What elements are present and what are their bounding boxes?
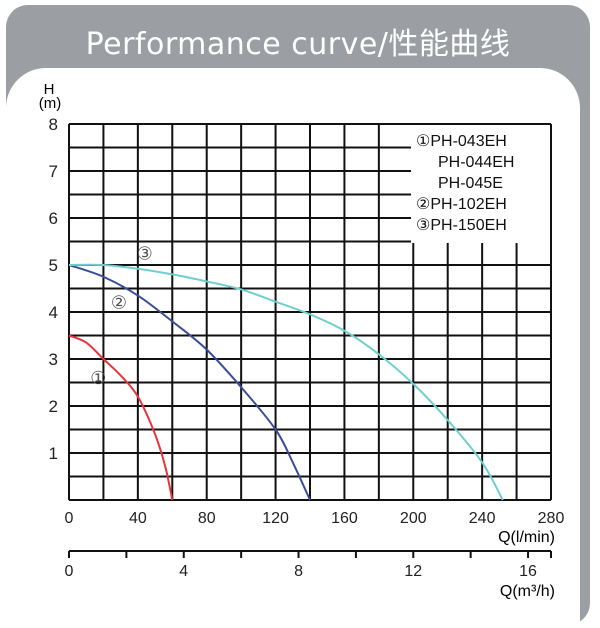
chart-title: Performance curve/性能曲线	[85, 27, 511, 62]
performance-chart: H (m) Q(l/min) Q(m³/h) ①PH-043EH PH-044EH…	[39, 81, 565, 600]
series-line-1	[68, 334, 174, 501]
y-tick-label: 2	[49, 397, 58, 416]
curve-marker: ③	[137, 243, 153, 263]
x-axis-label: Q(l/min)	[498, 529, 555, 546]
x-tick-label: 40	[129, 510, 147, 527]
x-tick-label: 280	[538, 510, 565, 527]
y-tick-label: 4	[49, 303, 58, 322]
x-tick-label: 0	[65, 510, 74, 527]
y-tick-label: 3	[49, 350, 58, 369]
x2-tick-label: 4	[179, 563, 188, 580]
x2-tick-label: 0	[65, 563, 74, 580]
y-tick-label: 6	[49, 209, 58, 228]
x2-tick-label: 12	[404, 563, 422, 580]
legend-entry: ③PH-150EH	[416, 217, 507, 234]
y-axis-unit: (m)	[39, 95, 62, 112]
x2-tick-label: 8	[294, 563, 303, 580]
x-tick-label: 160	[331, 510, 358, 527]
series-line-3	[68, 263, 504, 501]
y-tick-label: 8	[49, 115, 58, 134]
legend-entry: ①PH-043EH	[416, 133, 507, 150]
y-tick-label: 5	[49, 256, 58, 275]
series-line-2	[68, 264, 311, 501]
x2-axis-label: Q(m³/h)	[500, 583, 555, 600]
x-tick-label: 240	[469, 510, 496, 527]
x2-tick-label: 16	[519, 563, 537, 580]
curve-marker: ②	[111, 293, 127, 313]
y-tick-label: 7	[49, 162, 58, 181]
legend-entry: PH-045E	[438, 175, 503, 192]
x-tick-label: 80	[198, 510, 216, 527]
y-tick-label: 1	[49, 444, 58, 463]
legend-entry: PH-044EH	[438, 154, 514, 171]
legend-box	[411, 125, 551, 243]
legend-entry: ②PH-102EH	[416, 196, 507, 213]
x-tick-label: 200	[400, 510, 427, 527]
y-axis-label: H	[44, 81, 55, 98]
x-tick-label: 120	[262, 510, 289, 527]
curve-marker: ①	[90, 368, 106, 388]
